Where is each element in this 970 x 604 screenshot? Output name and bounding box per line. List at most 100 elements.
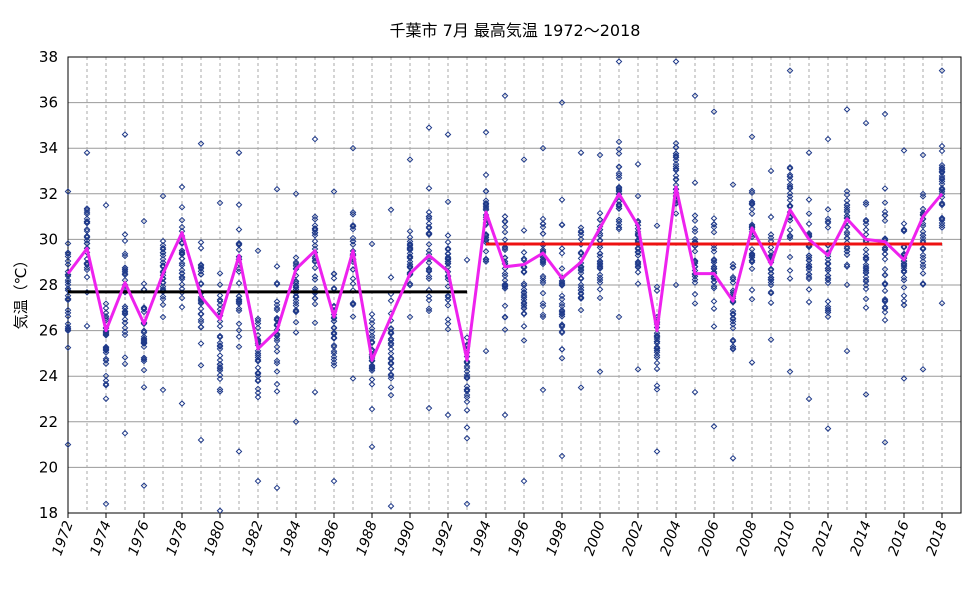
daily-point — [330, 347, 338, 355]
daily-point — [710, 283, 718, 290]
daily-point — [425, 208, 433, 216]
daily-point — [615, 163, 623, 171]
daily-point — [330, 342, 338, 349]
daily-point — [672, 166, 680, 174]
daily-point — [463, 362, 471, 370]
daily-point — [577, 227, 585, 235]
daily-point — [197, 340, 205, 347]
daily-point — [938, 201, 946, 209]
daily-point — [767, 167, 775, 175]
daily-point — [729, 321, 737, 328]
daily-point — [178, 266, 186, 274]
daily-point — [121, 331, 129, 339]
daily-point — [938, 142, 946, 150]
daily-point — [159, 386, 167, 394]
daily-point — [710, 259, 718, 266]
daily-point — [805, 298, 813, 306]
daily-point — [235, 333, 243, 340]
daily-point — [805, 220, 813, 228]
daily-point — [273, 185, 281, 193]
daily-point — [159, 313, 167, 321]
daily-point — [805, 261, 813, 268]
daily-point — [311, 216, 319, 223]
daily-point — [311, 242, 319, 249]
daily-point — [843, 191, 851, 199]
daily-point — [501, 302, 509, 310]
daily-point — [539, 289, 547, 297]
daily-point — [862, 261, 870, 269]
daily-point — [463, 398, 471, 406]
daily-point — [558, 346, 566, 353]
daily-point — [539, 223, 547, 231]
daily-point — [311, 300, 319, 308]
daily-point — [349, 300, 357, 307]
daily-point — [349, 211, 357, 218]
daily-point — [463, 387, 471, 395]
daily-point — [501, 285, 509, 292]
daily-point — [862, 201, 870, 208]
daily-point — [843, 347, 851, 355]
daily-point — [805, 264, 813, 271]
daily-point — [292, 318, 300, 326]
daily-point — [862, 217, 870, 225]
daily-point — [748, 200, 756, 207]
daily-point — [539, 260, 547, 268]
daily-point — [121, 271, 129, 278]
daily-point — [444, 325, 452, 333]
daily-point — [881, 271, 889, 279]
daily-point — [425, 229, 433, 237]
daily-point — [862, 391, 870, 398]
daily-point — [292, 190, 300, 198]
daily-point — [653, 329, 661, 337]
daily-point — [881, 250, 889, 258]
daily-point — [805, 271, 813, 278]
daily-point — [444, 198, 452, 206]
daily-point — [178, 303, 186, 311]
daily-point — [653, 386, 661, 393]
y-tick-label: 22 — [39, 413, 58, 431]
daily-point — [900, 262, 908, 270]
daily-point — [64, 249, 72, 256]
daily-point — [729, 454, 737, 462]
daily-point — [824, 279, 832, 287]
daily-point — [311, 273, 319, 280]
daily-point — [520, 291, 528, 299]
daily-point — [368, 316, 376, 324]
daily-point — [596, 264, 604, 272]
daily-point — [83, 218, 91, 226]
daily-point — [140, 482, 148, 489]
daily-point — [140, 305, 148, 312]
daily-point — [330, 353, 338, 361]
daily-point — [463, 371, 471, 379]
daily-point — [786, 275, 794, 282]
daily-point — [862, 199, 870, 206]
daily-point — [425, 259, 433, 267]
daily-point — [672, 210, 680, 217]
daily-point — [387, 297, 395, 305]
daily-point — [691, 225, 699, 233]
daily-point — [900, 244, 908, 251]
daily-point — [805, 286, 813, 293]
daily-point — [482, 188, 490, 195]
daily-point — [881, 296, 889, 303]
daily-point — [159, 192, 167, 200]
daily-point — [64, 250, 72, 258]
daily-point — [862, 246, 870, 253]
daily-point — [634, 264, 642, 271]
daily-point — [767, 234, 775, 242]
daily-point — [273, 281, 281, 288]
daily-point — [653, 222, 661, 230]
daily-point — [919, 228, 927, 236]
daily-point — [254, 369, 262, 377]
daily-point — [596, 294, 604, 302]
daily-point — [634, 192, 642, 200]
daily-point — [292, 282, 300, 290]
daily-point — [919, 258, 927, 265]
daily-point — [862, 304, 870, 312]
daily-point — [710, 221, 718, 228]
daily-point — [311, 388, 319, 396]
daily-point — [311, 213, 319, 221]
daily-point — [83, 205, 91, 212]
daily-point — [482, 197, 490, 205]
daily-point — [862, 285, 870, 293]
